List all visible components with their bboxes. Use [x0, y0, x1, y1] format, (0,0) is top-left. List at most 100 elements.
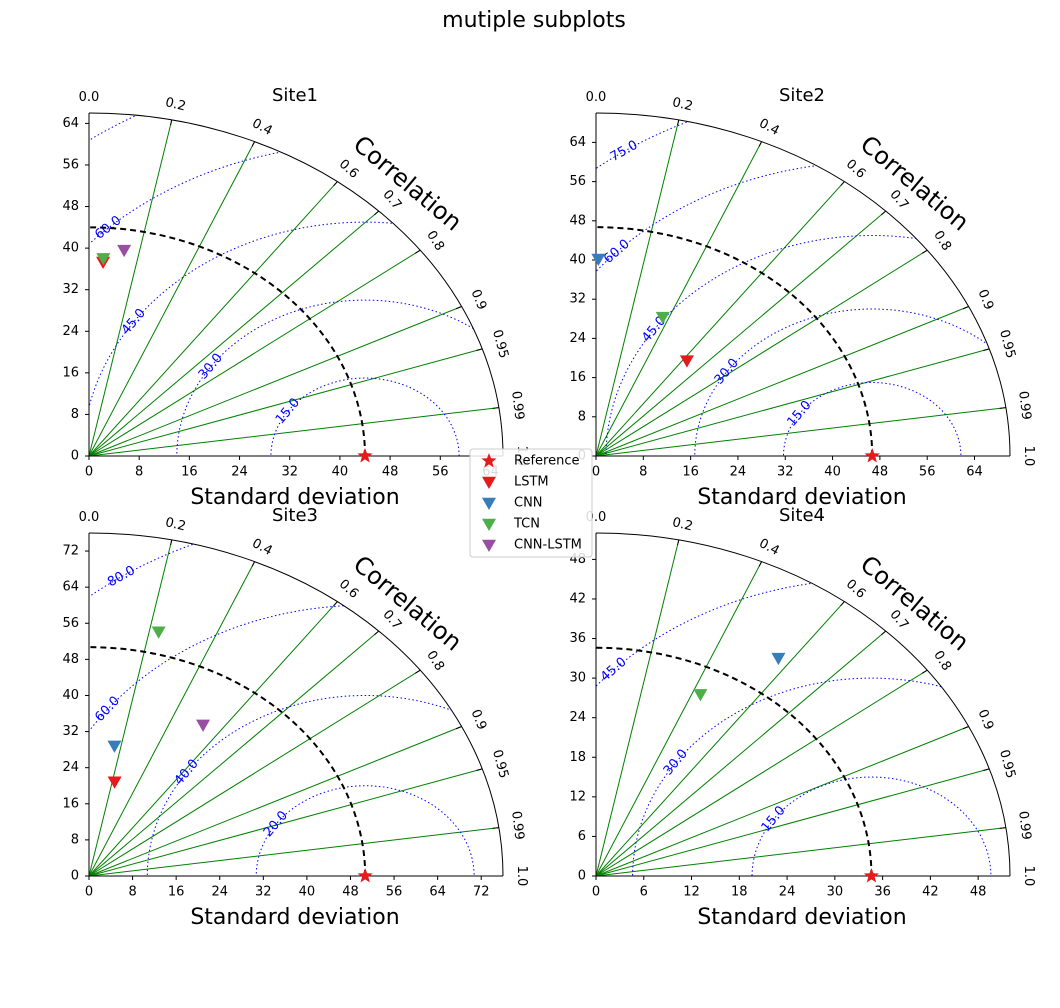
corr-tick-label: 0.8	[423, 648, 447, 673]
x-tick-label: 24	[779, 885, 796, 900]
subplot-title: Site2	[779, 85, 825, 106]
outer-arc	[88, 112, 504, 457]
rms-label: 30.0	[661, 747, 691, 779]
x-tick-label: 8	[639, 465, 647, 480]
corr-tick-label: 0.0	[79, 510, 100, 525]
corr-tick	[677, 539, 680, 546]
corr-grid-line	[595, 669, 928, 877]
corr-grid-line	[88, 348, 483, 457]
corr-tick	[840, 601, 845, 607]
corr-tick	[881, 210, 887, 216]
corr-tick-label: 0.2	[164, 515, 188, 535]
corr-grid-line	[595, 141, 763, 457]
model-point	[693, 689, 708, 702]
corr-tick-label: 0.4	[756, 536, 781, 559]
legend-label: CNN	[514, 496, 543, 511]
corr-tick-label: 0.2	[671, 515, 695, 535]
correlation-label: Correlation	[348, 130, 467, 237]
corr-grid-line	[595, 768, 990, 877]
y-tick-label: 40	[569, 253, 586, 268]
rms-contour	[632, 677, 1010, 876]
corr-tick	[758, 561, 763, 567]
corr-tick-label: 0.95	[996, 748, 1018, 780]
corr-tick-label: 1.0	[1021, 866, 1036, 887]
rms-contour	[176, 299, 503, 456]
model-point	[107, 740, 122, 753]
legend-marker	[482, 497, 496, 510]
corr-tick-label: 0.95	[489, 748, 511, 780]
y-tick-label: 32	[62, 724, 79, 739]
subplot-title: Site4	[779, 505, 825, 526]
reference-marker	[863, 868, 880, 883]
corr-grid-line	[88, 210, 380, 457]
x-tick-label: 16	[682, 465, 699, 480]
rms-label: 75.0	[608, 138, 641, 165]
x-tick-label: 24	[231, 465, 248, 480]
y-tick-label: 64	[62, 116, 79, 131]
model-point	[591, 253, 606, 267]
corr-tick-label: 0.95	[489, 328, 511, 360]
reference-arc	[595, 646, 873, 877]
model-point	[107, 776, 122, 789]
corr-grid-line	[595, 210, 887, 457]
outer-arc	[595, 532, 1011, 877]
corr-grid-line	[595, 827, 1006, 877]
model-point	[151, 626, 166, 639]
y-tick-label: 18	[569, 750, 586, 765]
x-tick-label: 0	[85, 885, 93, 900]
corr-tick-label: 0.6	[843, 577, 868, 602]
corr-tick-label: 0.2	[164, 95, 188, 115]
corr-grid-line	[88, 669, 421, 877]
corr-tick	[758, 141, 763, 147]
corr-tick-label: 0.99	[1015, 810, 1033, 841]
y-tick-label: 24	[569, 710, 586, 725]
legend-label: CNN-LSTM	[514, 538, 582, 553]
rms-label: 45.0	[598, 655, 630, 685]
figure-title: mutiple subplots	[442, 8, 626, 33]
legend-marker	[482, 539, 496, 552]
corr-grid-line	[88, 141, 256, 457]
corr-tick-label: 1.0	[1021, 446, 1036, 467]
y-tick-label: 56	[62, 157, 79, 172]
y-tick-label: 8	[578, 409, 586, 424]
x-tick-label: 36	[874, 885, 891, 900]
x-tick-label: 56	[432, 465, 449, 480]
corr-grid-line	[88, 181, 338, 457]
corr-tick	[170, 119, 173, 126]
legend-marker	[482, 518, 496, 531]
y-tick-label: 64	[62, 580, 79, 595]
corr-tick-label: 0.8	[423, 228, 447, 253]
x-tick-label: 0	[592, 465, 600, 480]
x-tick-label: 40	[824, 465, 841, 480]
correlation-label: Correlation	[855, 130, 974, 237]
corr-tick	[251, 141, 256, 147]
reference-arc	[595, 226, 874, 457]
x-tick-label: 32	[281, 465, 298, 480]
corr-tick	[476, 348, 483, 351]
corr-grid-line	[595, 348, 990, 457]
rms-label: 15.0	[784, 398, 814, 430]
legend-label: TCN	[513, 517, 540, 532]
corr-tick-label: 0.99	[1015, 390, 1033, 421]
corr-grid-line	[88, 726, 462, 877]
corr-tick	[492, 407, 499, 409]
corr-grid-line	[595, 726, 969, 877]
corr-grid-line	[88, 630, 380, 877]
corr-tick-label: 0.4	[756, 116, 781, 139]
corr-grid-line	[88, 561, 256, 877]
x-tick-label: 18	[731, 885, 748, 900]
corr-grid-line	[595, 601, 845, 877]
model-point	[196, 719, 211, 732]
x-tick-label: 64	[429, 885, 446, 900]
y-tick-label: 48	[569, 213, 586, 228]
corr-tick-label: 0.9	[468, 287, 490, 312]
corr-tick	[455, 306, 462, 310]
x-tick-label: 48	[382, 465, 399, 480]
corr-tick	[962, 306, 969, 310]
corr-tick-label: 0.99	[508, 390, 526, 421]
x-tick-label: 8	[135, 465, 143, 480]
y-tick-label: 0	[71, 869, 79, 884]
corr-tick-label: 0.6	[336, 157, 361, 182]
legend: Reference LSTM CNN TCN CNN-LSTM	[469, 448, 593, 558]
